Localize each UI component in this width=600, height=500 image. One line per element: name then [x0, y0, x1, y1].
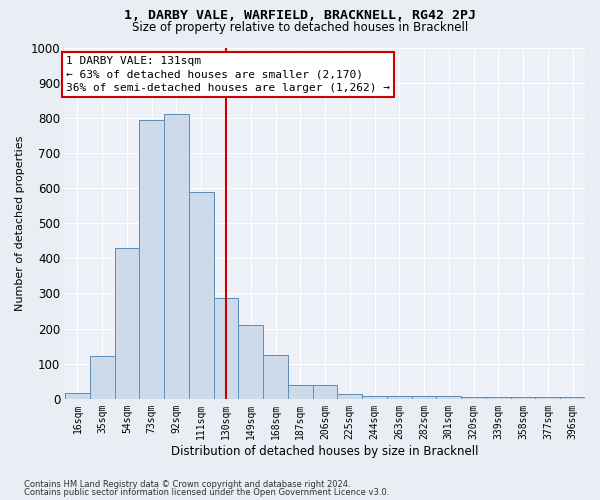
- Bar: [189, 192, 214, 399]
- Text: Contains HM Land Registry data © Crown copyright and database right 2024.: Contains HM Land Registry data © Crown c…: [24, 480, 350, 489]
- Bar: [436, 396, 461, 399]
- Bar: [90, 356, 115, 399]
- Bar: [164, 114, 189, 399]
- Bar: [461, 398, 486, 399]
- Bar: [65, 393, 90, 399]
- Bar: [263, 355, 288, 399]
- Bar: [387, 396, 412, 399]
- Bar: [288, 386, 313, 399]
- Bar: [486, 398, 511, 399]
- Bar: [214, 298, 238, 399]
- Bar: [362, 396, 387, 399]
- Y-axis label: Number of detached properties: Number of detached properties: [15, 136, 25, 311]
- Bar: [535, 398, 560, 399]
- Text: Size of property relative to detached houses in Bracknell: Size of property relative to detached ho…: [132, 22, 468, 35]
- Bar: [238, 325, 263, 399]
- Bar: [511, 398, 535, 399]
- Text: 1, DARBY VALE, WARFIELD, BRACKNELL, RG42 2PJ: 1, DARBY VALE, WARFIELD, BRACKNELL, RG42…: [124, 9, 476, 22]
- Bar: [412, 396, 436, 399]
- X-axis label: Distribution of detached houses by size in Bracknell: Distribution of detached houses by size …: [171, 444, 479, 458]
- Bar: [139, 120, 164, 399]
- Bar: [337, 394, 362, 399]
- Bar: [115, 248, 139, 399]
- Text: Contains public sector information licensed under the Open Government Licence v3: Contains public sector information licen…: [24, 488, 389, 497]
- Text: 1 DARBY VALE: 131sqm
← 63% of detached houses are smaller (2,170)
36% of semi-de: 1 DARBY VALE: 131sqm ← 63% of detached h…: [66, 56, 390, 92]
- Bar: [560, 397, 585, 399]
- Bar: [313, 386, 337, 399]
